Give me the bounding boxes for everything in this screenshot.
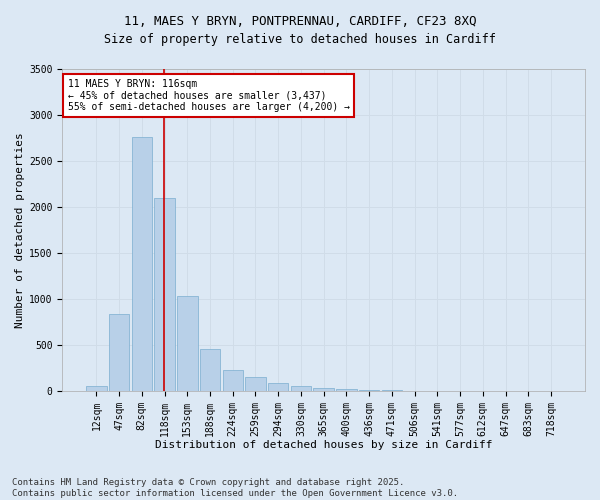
Bar [131,137,152,391]
Bar [177,296,197,391]
Bar [154,198,175,391]
Text: Contains HM Land Registry data © Crown copyright and database right 2025.
Contai: Contains HM Land Registry data © Crown c… [12,478,458,498]
Bar [86,386,107,391]
Text: 11, MAES Y BRYN, PONTPRENNAU, CARDIFF, CF23 8XQ: 11, MAES Y BRYN, PONTPRENNAU, CARDIFF, C… [124,15,476,28]
Bar [336,389,356,391]
Bar [313,388,334,391]
Bar [223,370,243,391]
Bar [268,382,289,391]
Bar [245,376,266,391]
Bar [109,314,130,391]
Y-axis label: Number of detached properties: Number of detached properties [15,132,25,328]
Bar [200,348,220,391]
Text: Size of property relative to detached houses in Cardiff: Size of property relative to detached ho… [104,32,496,46]
Bar [359,390,379,391]
X-axis label: Distribution of detached houses by size in Cardiff: Distribution of detached houses by size … [155,440,493,450]
Text: 11 MAES Y BRYN: 116sqm
← 45% of detached houses are smaller (3,437)
55% of semi-: 11 MAES Y BRYN: 116sqm ← 45% of detached… [68,78,350,112]
Bar [291,386,311,391]
